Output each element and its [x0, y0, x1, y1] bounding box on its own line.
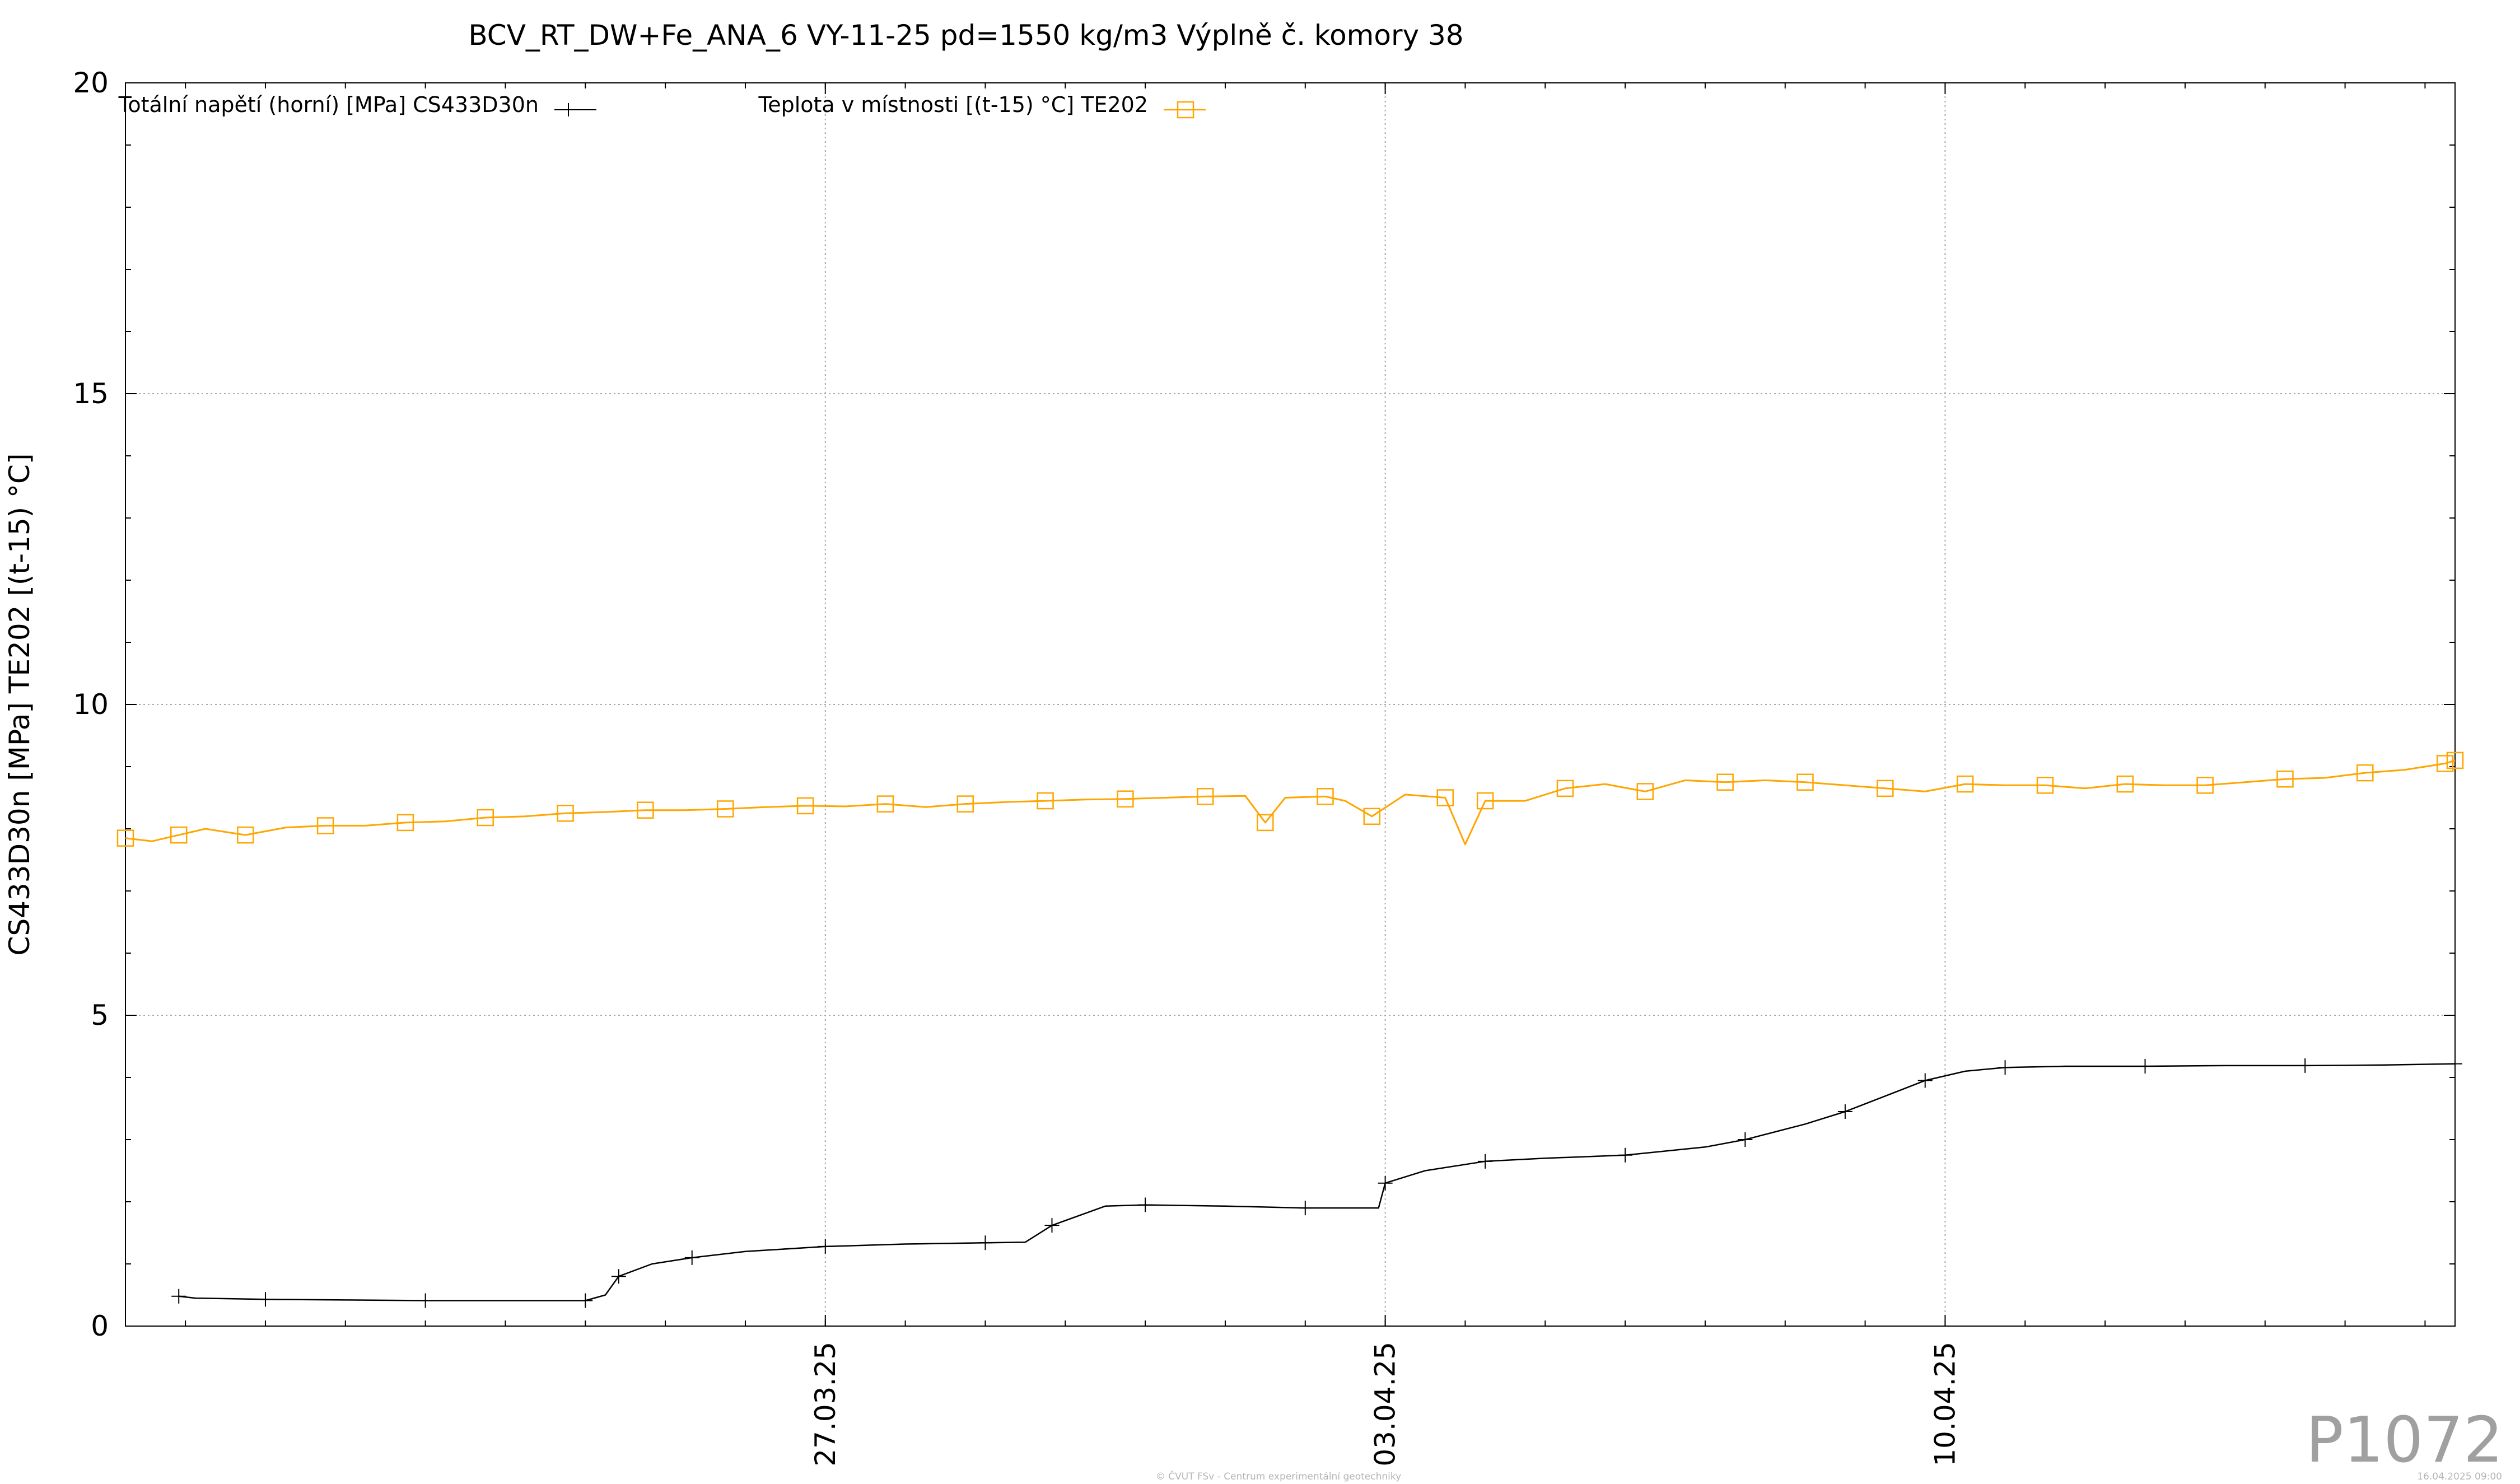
- legend-label-temperature: Teplota v místnosti [(t-15) °C] TE202: [758, 92, 1148, 117]
- data-point-temperature: [116, 829, 134, 847]
- data-point-stress: [1298, 1201, 1313, 1216]
- legend-label-stress: Totální napětí (horní) [MPa] CS433D30n: [118, 92, 539, 117]
- data-point-temperature: [2036, 777, 2054, 794]
- data-point-temperature: [956, 795, 974, 813]
- data-point-temperature: [1363, 808, 1381, 825]
- data-point-temperature: [396, 814, 414, 832]
- data-point-temperature: [637, 801, 654, 819]
- data-point-temperature: [876, 795, 894, 813]
- data-point-stress: [171, 1289, 186, 1304]
- data-point-temperature: [716, 800, 734, 818]
- data-point-temperature: [1476, 792, 1494, 810]
- data-point-stress: [258, 1292, 273, 1307]
- data-point-temperature: [1636, 783, 1654, 800]
- y-tick-label: 20: [73, 67, 109, 99]
- series-line-stress: [179, 1063, 2456, 1301]
- data-point-temperature: [1796, 773, 1814, 791]
- data-point-stress: [1837, 1104, 1852, 1119]
- data-point-stress: [1998, 1060, 2013, 1075]
- data-point-temperature: [1196, 788, 1214, 805]
- y-tick-label: 5: [91, 999, 109, 1032]
- data-point-temperature: [2276, 770, 2294, 788]
- y-tick-label: 15: [73, 377, 109, 410]
- data-point-stress: [1478, 1154, 1493, 1169]
- y-axis-label: CS433D30n [MPa] TE202 [(t-15) °C]: [3, 454, 36, 956]
- watermark-code: P1072: [2306, 1404, 2503, 1477]
- data-point-stress: [611, 1269, 626, 1284]
- data-point-stress: [1138, 1197, 1153, 1212]
- y-tick-label: 10: [73, 688, 109, 721]
- chart-title: BCV_RT_DW+Fe_ANA_6 VY-11-25 pd=1550 kg/m…: [468, 19, 1463, 52]
- y-axis: 0 5 10 15 20: [73, 67, 2455, 1342]
- data-point-stress: [2138, 1059, 2153, 1074]
- series-line-temperature: [125, 759, 2456, 846]
- data-point-temperature: [1257, 814, 1274, 832]
- data-point-temperature: [2116, 775, 2134, 793]
- legend: Totální napětí (horní) [MPa] CS433D30n T…: [118, 92, 1206, 119]
- data-point-temperature: [2196, 777, 2214, 794]
- data-point-temperature: [1037, 792, 1054, 810]
- legend-marker-temperature: [1177, 101, 1194, 119]
- legend-marker-stress: [562, 103, 575, 116]
- grid: [125, 83, 2455, 1326]
- data-point-stress: [818, 1239, 833, 1254]
- x-tick-label: 27.03.25: [809, 1342, 842, 1467]
- data-point-temperature: [2356, 764, 2374, 782]
- data-point-temperature: [1716, 773, 1734, 791]
- data-point-stress: [1618, 1147, 1633, 1163]
- data-point-stress: [978, 1235, 993, 1250]
- data-point-temperature: [316, 817, 334, 834]
- y-tick-label: 0: [91, 1310, 109, 1342]
- data-point-temperature: [2446, 752, 2464, 769]
- data-point-temperature: [1556, 780, 1574, 797]
- data-point-stress: [2298, 1058, 2313, 1073]
- footer-timestamp: 16.04.2025 09:00: [2417, 1471, 2502, 1482]
- x-axis: 27.03.25 03.04.25 10.04.25: [185, 83, 2426, 1467]
- data-point-temperature: [796, 797, 814, 815]
- x-tick-label: 03.04.25: [1369, 1342, 1402, 1467]
- series-layer: [116, 752, 2464, 1308]
- data-point-temperature: [1436, 789, 1454, 806]
- data-point-temperature: [170, 826, 188, 844]
- data-point-stress: [1044, 1218, 1060, 1233]
- data-point-temperature: [557, 805, 574, 822]
- data-point-stress: [418, 1293, 433, 1308]
- x-tick-label: 10.04.25: [1929, 1342, 1961, 1467]
- data-point-stress: [1378, 1175, 1393, 1191]
- data-point-temperature: [1877, 780, 1894, 797]
- data-point-temperature: [236, 826, 254, 844]
- data-point-temperature: [1317, 788, 1334, 805]
- data-point-stress: [578, 1293, 593, 1308]
- data-point-temperature: [2436, 755, 2454, 772]
- footer-copyright: © ČVUT FSv - Centrum experimentální geot…: [1156, 1470, 1401, 1482]
- data-point-temperature: [1956, 775, 1974, 793]
- data-point-stress: [1738, 1132, 1753, 1147]
- data-point-stress: [684, 1250, 699, 1265]
- data-point-temperature: [1117, 790, 1134, 808]
- data-point-stress: [2448, 1056, 2462, 1071]
- data-point-stress: [1917, 1073, 1933, 1088]
- data-point-temperature: [477, 809, 494, 827]
